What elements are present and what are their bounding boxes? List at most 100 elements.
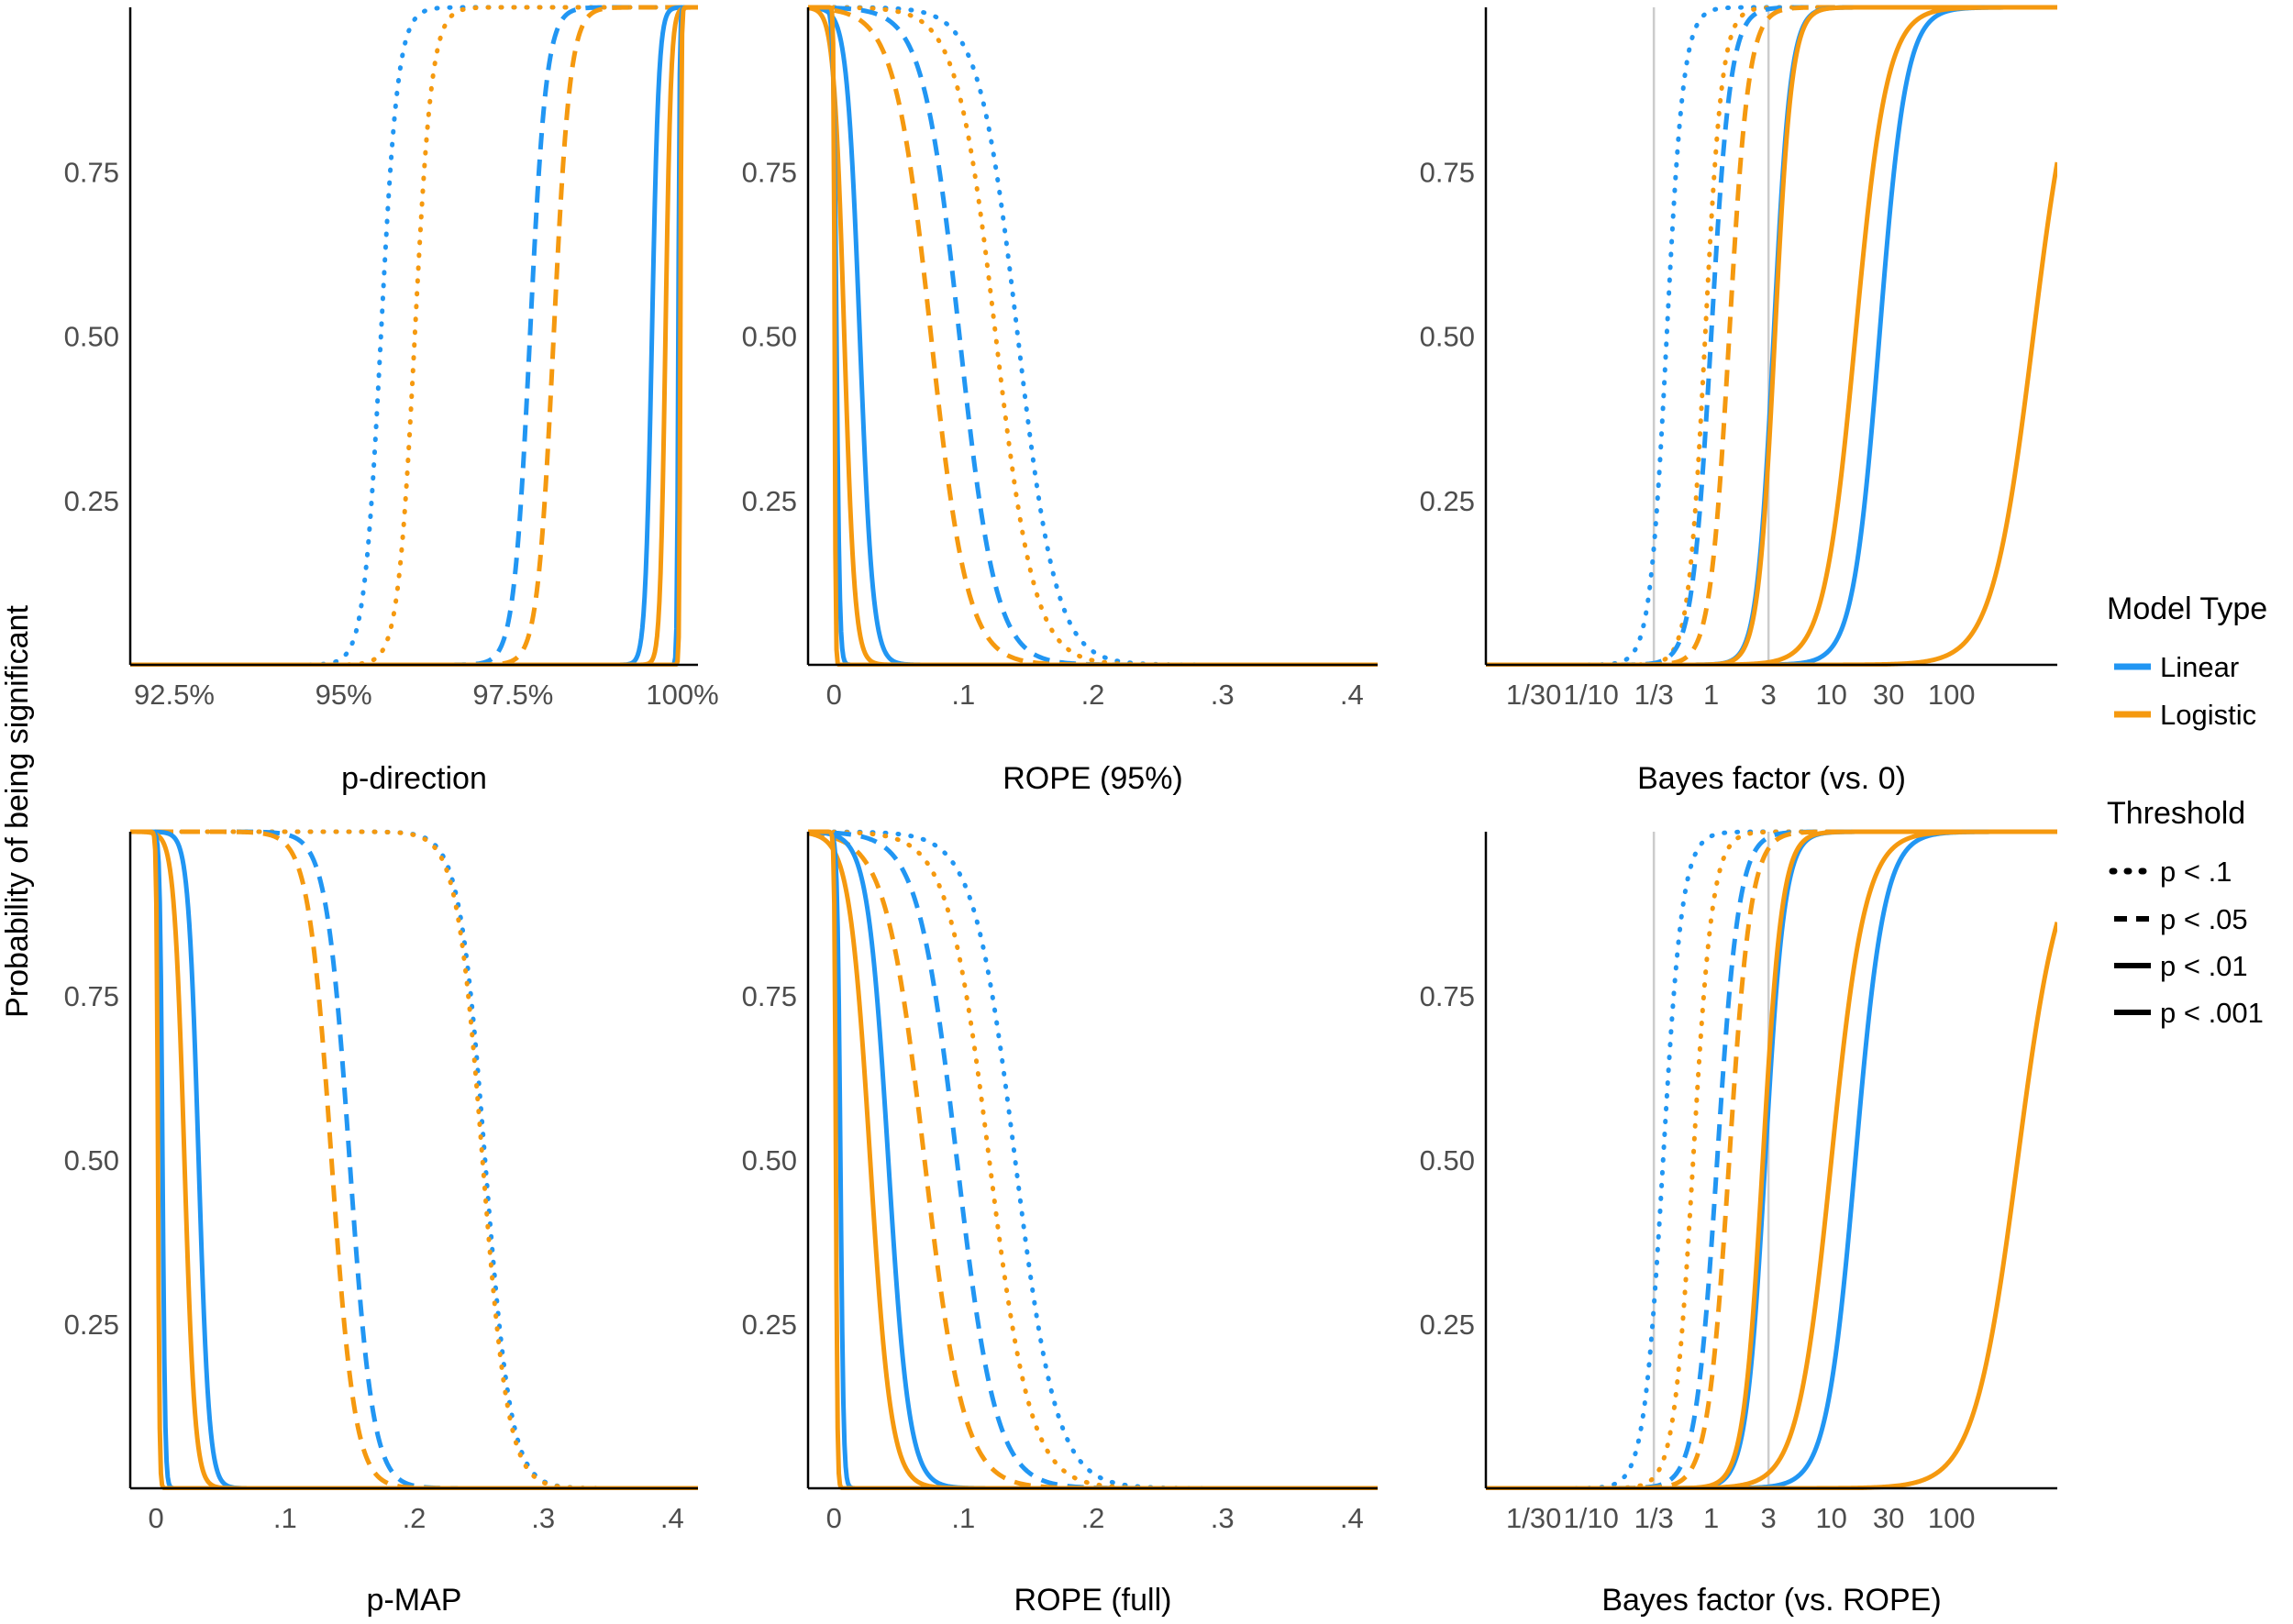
- legend-label-p-lt-0.001: p < .001: [2160, 997, 2264, 1029]
- x-tick-label: 95%: [316, 679, 372, 711]
- x-tick-label: 1/3: [1634, 1502, 1674, 1534]
- series-linear-p-05: [808, 829, 1378, 1490]
- series-linear-p-001: [130, 5, 698, 667]
- panel-bayes-factor-vs-rope: 0.25 0.50 0.75 1/30 1/10 1/3 1 3 10 30 100 Bayes fa…: [1420, 829, 2057, 1618]
- y-tick-label: 0.75: [64, 156, 119, 188]
- x-axis-title: ROPE (95%): [1002, 761, 1183, 796]
- x-tick-label: 10: [1815, 1502, 1846, 1534]
- x-tick-label: .4: [1340, 679, 1364, 711]
- series-linear-p-05: [808, 5, 1378, 667]
- x-tick-label: 1: [1703, 679, 1719, 711]
- series-logistic-p-1: [130, 829, 698, 1490]
- series-logistic-p-01: [130, 829, 698, 1490]
- x-axis-title: p-direction: [341, 761, 487, 796]
- series-logistic-p-001: [808, 829, 1378, 1490]
- x-tick-label: 0: [826, 679, 842, 711]
- y-tick-label: 0.25: [742, 485, 797, 517]
- x-tick-label: 100: [1928, 679, 1976, 711]
- y-tick-label: 0.75: [742, 980, 797, 1012]
- series-linear-p-1: [808, 5, 1378, 667]
- x-tick-label: 0: [826, 1502, 842, 1534]
- x-tick-label: 1/30: [1506, 679, 1561, 711]
- x-tick-label: 30: [1873, 1502, 1904, 1534]
- y-tick-label: 0.75: [64, 980, 119, 1012]
- x-tick-label: 10: [1815, 679, 1846, 711]
- x-tick-label: 1/10: [1563, 1502, 1618, 1534]
- series-linear-p-001: [1486, 829, 2057, 1490]
- y-tick-label: 0.25: [64, 1309, 119, 1341]
- x-tick-label: .3: [1211, 1502, 1235, 1534]
- series-linear-p-05: [130, 5, 698, 667]
- y-tick-label: 0.75: [1420, 980, 1475, 1012]
- series-logistic-p-05: [130, 5, 698, 667]
- series-logistic-p-1: [808, 829, 1378, 1490]
- series-logistic-p-1: [808, 5, 1378, 667]
- series-logistic-p-05: [1486, 829, 2057, 1490]
- y-tick-label: 0.50: [742, 1144, 797, 1177]
- y-tick-label: 0.50: [64, 321, 119, 353]
- series-logistic-p-1: [130, 5, 698, 667]
- x-axis-title: p-MAP: [367, 1583, 462, 1618]
- y-tick-label: 0.50: [64, 1144, 119, 1177]
- y-tick-label: 0.25: [1420, 1309, 1475, 1341]
- legend-label-p-lt-0.01: p < .01: [2160, 950, 2248, 982]
- series-linear-p-01: [130, 5, 698, 667]
- series-linear-p-1: [1486, 829, 2057, 1490]
- x-tick-label: 100%: [646, 679, 718, 711]
- x-tick-label: .2: [1081, 679, 1105, 711]
- x-tick-label: .1: [273, 1502, 297, 1534]
- x-tick-label: .3: [531, 1502, 555, 1534]
- legend: Model Type Linear Logistic Threshold p <…: [2107, 591, 2267, 1029]
- legend-label-p-lt-0.05: p < .05: [2160, 903, 2248, 935]
- panel-rope-full: 0.25 0.50 0.75 0 .1 .2 .3 .4 ROPE (full): [742, 829, 1378, 1618]
- legend-label-logistic: Logistic: [2160, 699, 2256, 731]
- x-tick-label: 3: [1761, 1502, 1777, 1534]
- x-tick-label: 1/3: [1634, 679, 1674, 711]
- legend-title-threshold: Threshold: [2107, 796, 2245, 831]
- series-logistic-p-05: [130, 829, 698, 1490]
- series-linear-p-05: [130, 829, 698, 1490]
- x-tick-label: .2: [1081, 1502, 1105, 1534]
- x-tick-label: 30: [1873, 679, 1904, 711]
- y-tick-label: 0.25: [64, 485, 119, 517]
- series-linear-p-01: [130, 829, 698, 1490]
- legend-label-linear: Linear: [2160, 651, 2239, 683]
- series-logistic-p-001: [130, 5, 698, 667]
- x-axis-title: Bayes factor (vs. ROPE): [1601, 1583, 1941, 1618]
- series-logistic-p-01: [808, 6, 1378, 667]
- panel-rope-95: 0.25 0.50 0.75 0 .1 .2 .3 .4 ROPE (95%): [742, 5, 1378, 796]
- series-linear-p-1: [808, 829, 1378, 1490]
- x-tick-label: .3: [1211, 679, 1235, 711]
- x-tick-label: 100: [1928, 1502, 1976, 1534]
- panel-bayes-factor-vs-0: 0.25 0.50 0.75 1/30 1/10 1/3 1 3 10 30 100 Bayes fa…: [1420, 5, 2057, 796]
- series-linear-p-01: [1486, 5, 2057, 667]
- y-tick-label: 0.75: [1420, 156, 1475, 188]
- series-linear-p-1: [130, 829, 698, 1490]
- x-tick-label: 1/10: [1563, 679, 1618, 711]
- x-tick-label: 1: [1703, 1502, 1719, 1534]
- series-logistic-p-05: [808, 831, 1378, 1490]
- series-logistic-p-001: [808, 5, 1378, 667]
- series-linear-p-001: [808, 829, 1378, 1490]
- series-logistic-p-1: [1486, 829, 2057, 1490]
- panels: 0.25 0.50 0.75 92.5% 95% 97.5% 100% p-direction…: [64, 5, 2057, 1618]
- x-tick-label: 92.5%: [134, 679, 215, 711]
- series-linear-p-01: [1486, 829, 2057, 1490]
- x-tick-label: 3: [1761, 679, 1777, 711]
- series-logistic-p-001: [130, 829, 698, 1490]
- series-logistic-p-01: [130, 5, 698, 667]
- series-logistic-p-05: [808, 6, 1378, 667]
- series-logistic-p-001: [1486, 829, 2057, 1490]
- y-tick-label: 0.50: [742, 321, 797, 353]
- series-logistic-p-01: [1486, 829, 2057, 1490]
- curves: [1486, 829, 2057, 1490]
- x-tick-label: .4: [1340, 1502, 1364, 1534]
- curves: [1486, 5, 2057, 667]
- y-tick-label: 0.50: [1420, 321, 1475, 353]
- x-tick-label: .1: [951, 679, 975, 711]
- panel-p-direction: 0.25 0.50 0.75 92.5% 95% 97.5% 100% p-direction: [64, 5, 719, 796]
- series-linear-p-05: [1486, 829, 2057, 1490]
- series-linear-p-01: [808, 829, 1378, 1490]
- series-linear-p-001: [130, 829, 698, 1490]
- x-tick-label: 1/30: [1506, 1502, 1561, 1534]
